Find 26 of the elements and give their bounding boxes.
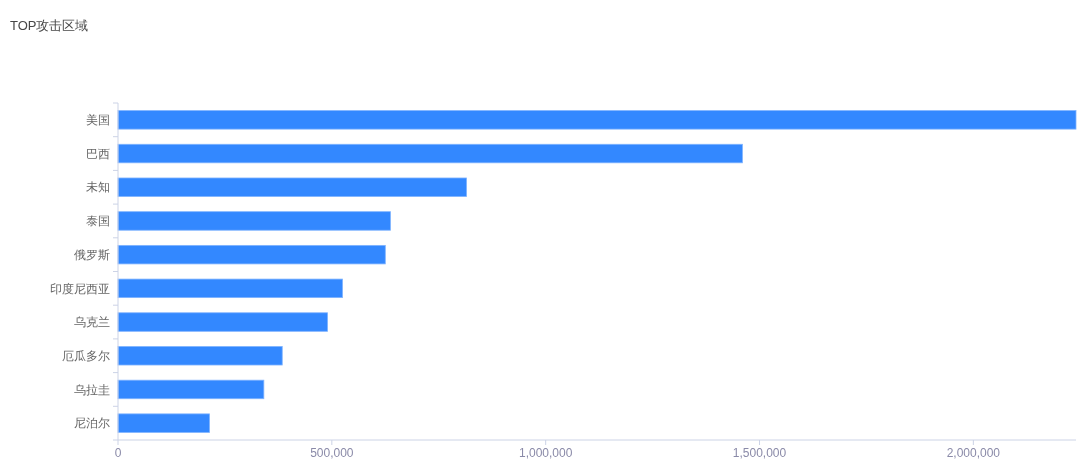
x-tick-label: 1,500,000 xyxy=(732,446,787,460)
y-tick-label: 巴西 xyxy=(86,146,110,161)
bar xyxy=(117,244,386,265)
y-tick-label: 尼泊尔 xyxy=(74,416,110,431)
y-tick-label: 泰国 xyxy=(86,214,110,229)
chart-title: TOP攻击区域 xyxy=(10,18,89,33)
bar xyxy=(117,110,1077,130)
x-tick-label: 1,000,000 xyxy=(518,446,573,460)
bar xyxy=(117,211,391,231)
y-tick-label: 厄瓜多尔 xyxy=(62,348,110,363)
x-tick-label: 2,000,000 xyxy=(946,446,1001,460)
y-tick-label: 乌克兰 xyxy=(74,315,110,330)
x-tick-label: 0 xyxy=(114,446,122,460)
bar xyxy=(117,278,343,299)
y-tick-label: 俄罗斯 xyxy=(74,247,110,262)
y-tick-label: 印度尼西亚 xyxy=(50,281,110,296)
bar xyxy=(117,413,210,433)
bar xyxy=(117,379,265,400)
bar xyxy=(117,177,467,197)
bar xyxy=(117,346,283,366)
y-tick-label: 未知 xyxy=(86,180,110,195)
y-tick-label: 美国 xyxy=(86,113,110,128)
bar xyxy=(117,143,743,164)
x-tick-label: 500,000 xyxy=(310,446,354,460)
bar xyxy=(117,312,328,332)
y-tick-label: 乌拉圭 xyxy=(74,382,110,397)
